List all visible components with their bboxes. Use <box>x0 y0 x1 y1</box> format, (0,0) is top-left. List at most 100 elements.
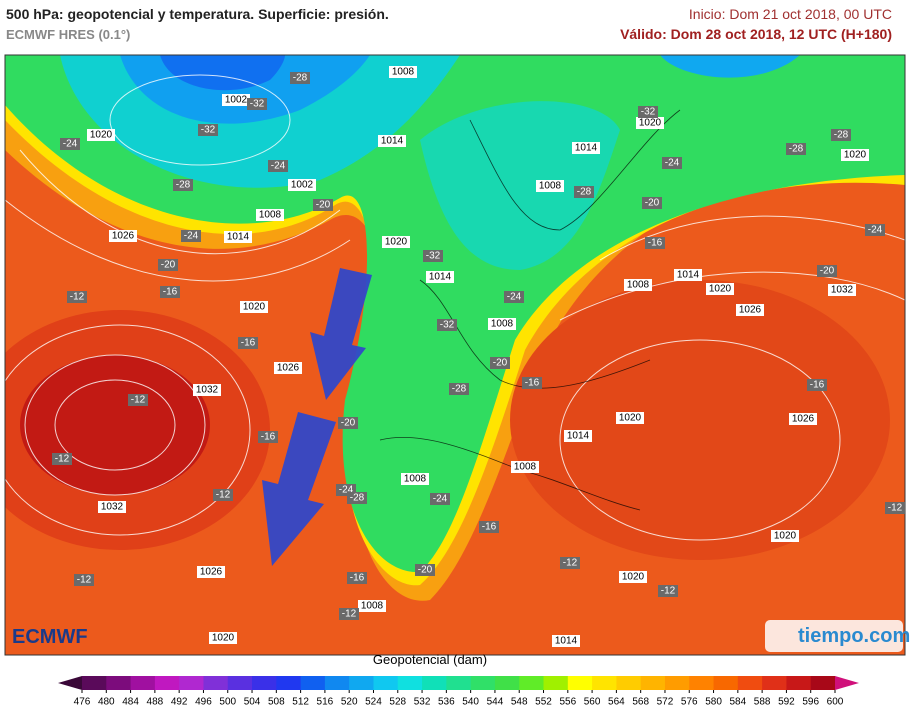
colorbar-tick-label: 592 <box>778 697 795 708</box>
isobar-label: 1008 <box>514 462 537 473</box>
isobar-label-box <box>488 318 516 330</box>
colorbar-swatch <box>276 676 302 690</box>
colorbar-swatch <box>616 676 642 690</box>
colorbar-tick-label: 552 <box>535 697 552 708</box>
colorbar-tick-label: 600 <box>827 697 844 708</box>
colorbar-swatch <box>252 676 277 690</box>
isobar-label: 1014 <box>429 272 452 283</box>
temperature-label-box <box>313 199 333 211</box>
temperature-label-box <box>662 157 682 169</box>
temperature-label-box <box>181 230 201 242</box>
isobar-label: 1020 <box>385 237 408 248</box>
ecmwf-logo: ECMWF <box>12 626 88 648</box>
temperature-label-box <box>817 265 837 277</box>
contour-labels: 1008 1002 1020 1014 1002 1008 1014 1026 1020 1014… <box>52 66 905 647</box>
temperature-label: -32 <box>641 107 656 118</box>
temperature-label: -32 <box>426 251 441 262</box>
colorbar-swatch <box>567 676 593 690</box>
colorbar-tick-label: 556 <box>559 697 576 708</box>
colorbar-swatch <box>810 676 836 690</box>
isobar-label-box <box>624 279 652 291</box>
temperature-label-box <box>437 319 457 331</box>
temperature-label-box <box>831 129 851 141</box>
isobar-label-box <box>564 430 592 442</box>
isobar-label-box <box>536 180 564 192</box>
colorbar-tick-label: 564 <box>608 697 625 708</box>
temperature-label-box <box>638 106 658 118</box>
colorbar-tick-label: 548 <box>511 697 528 708</box>
isobar-label: 1020 <box>243 302 266 313</box>
temperature-label: -28 <box>452 384 467 395</box>
temperature-label: -12 <box>131 395 146 406</box>
temperature-label-box <box>786 143 806 155</box>
model-name: ECMWF HRES (0.1°) <box>6 27 130 42</box>
temperature-label: -20 <box>645 198 660 209</box>
temperature-label: -24 <box>665 158 680 169</box>
temperature-label-box <box>522 377 542 389</box>
colorbar-tick-label: 560 <box>584 697 601 708</box>
map <box>5 55 905 655</box>
isobar-label: 1008 <box>404 474 427 485</box>
colorbar-end <box>58 676 82 690</box>
isobar-label: 1026 <box>739 305 762 316</box>
isobar-label-box <box>426 271 454 283</box>
colorbar-tick-label: 500 <box>219 697 236 708</box>
colorbar-swatch <box>689 676 715 690</box>
isobar-label-box <box>828 284 856 296</box>
temperature-label: -12 <box>55 454 70 465</box>
temperature-label-box <box>885 502 905 514</box>
temperature-label: -24 <box>184 231 199 242</box>
temperature-label: -24 <box>339 485 354 496</box>
isobar-label: 1014 <box>575 143 598 154</box>
temperature-label-box <box>449 383 469 395</box>
isobar-label: 1020 <box>212 633 235 644</box>
colorbar-tick-label: 580 <box>705 697 722 708</box>
temperature-label: -16 <box>261 432 276 443</box>
temperature-label: -32 <box>201 125 216 136</box>
colorbar-tick-label: 516 <box>317 697 334 708</box>
temperature-label-box <box>158 259 178 271</box>
colorbar-tick-label: 572 <box>657 697 674 708</box>
isobar-label: 1008 <box>259 210 282 221</box>
isobar-label: 1020 <box>622 572 645 583</box>
temperature-label-box <box>645 237 665 249</box>
isobar-label-box <box>98 501 126 513</box>
temperature-label-box <box>213 489 233 501</box>
isobar-label-box <box>572 142 600 154</box>
temperature-label: -12 <box>888 503 903 514</box>
isobar-label: 1032 <box>831 285 854 296</box>
temperature-label-box <box>67 291 87 303</box>
colorbar-tick-label: 520 <box>341 697 358 708</box>
temperature-label-box <box>347 572 367 584</box>
colorbar-tick-label: 528 <box>389 697 406 708</box>
temperature-label-box <box>423 250 443 262</box>
temperature-label: -32 <box>440 320 455 331</box>
colorbar-tick-label: 544 <box>487 697 504 708</box>
colorbar-tick-label: 576 <box>681 697 698 708</box>
colorbar-tick-label: 596 <box>802 697 819 708</box>
colorbar-swatch <box>179 676 204 690</box>
isobar-label: 1008 <box>491 319 514 330</box>
temperature-label-box <box>338 417 358 429</box>
isobar-label: 1014 <box>567 431 590 442</box>
temperature-label-box <box>415 564 435 576</box>
temperature-label-box <box>160 286 180 298</box>
temperature-label: -20 <box>493 358 508 369</box>
temperature-label: -16 <box>525 378 540 389</box>
temperature-label: -16 <box>241 338 256 349</box>
temperature-label-box <box>865 224 885 236</box>
temperature-label: -28 <box>293 73 308 84</box>
temperature-label-box <box>479 521 499 533</box>
temperature-label: -20 <box>316 200 331 211</box>
colorbar-swatch <box>203 676 229 690</box>
isobar-label-box <box>240 301 268 313</box>
temperature-label-box <box>60 138 80 150</box>
temperature-label-box <box>504 291 524 303</box>
isobar-label-box <box>706 283 734 295</box>
isobar-label-box <box>193 384 221 396</box>
isobar-label: 1014 <box>227 232 250 243</box>
colorbar-swatch <box>300 676 326 690</box>
colorbar-swatch <box>106 676 132 690</box>
isobar-label-box <box>288 179 316 191</box>
isobar-label: 1014 <box>381 136 404 147</box>
